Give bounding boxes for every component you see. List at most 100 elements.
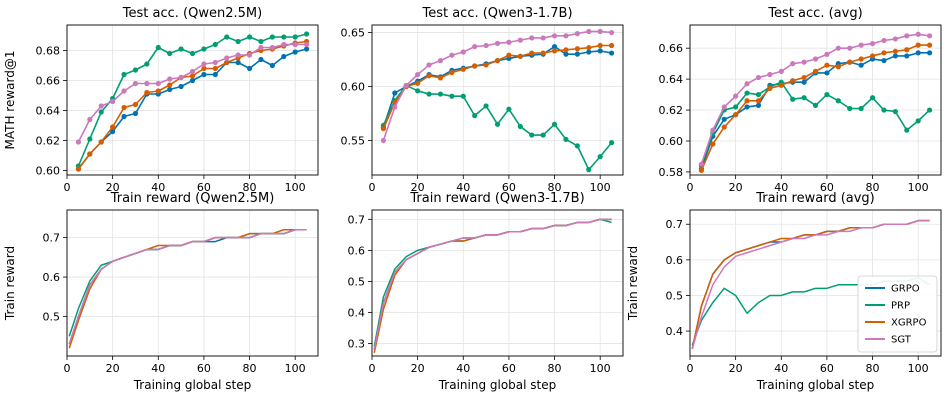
data-point-xgrpo <box>847 59 853 65</box>
data-point-sgt <box>574 31 580 37</box>
data-point-grpo <box>586 49 592 55</box>
data-point-sgt <box>597 28 603 35</box>
data-point-grpo <box>110 128 116 135</box>
x-tick-label: 100 <box>590 181 611 194</box>
data-point-prp <box>281 34 287 40</box>
data-point-xgrpo <box>167 82 173 88</box>
data-point-prp <box>121 71 127 78</box>
data-point-xgrpo <box>892 48 898 54</box>
data-point-sgt <box>87 116 93 123</box>
data-point-xgrpo <box>121 104 127 111</box>
data-point-sgt <box>258 44 264 51</box>
y-tick-label: 0.7 <box>666 218 684 231</box>
data-point-prp <box>517 123 523 130</box>
data-point-xgrpo <box>212 65 218 72</box>
chart-panel-6: 0 20 40 60 80 100 0.4 0.5 0.6 0.7 Train reward (av… <box>626 191 942 392</box>
data-point-sgt <box>144 80 150 87</box>
x-tick-label: 20 <box>106 362 120 375</box>
data-point-sgt <box>767 71 773 78</box>
data-point-grpo <box>303 46 310 52</box>
x-tick-label: 100 <box>590 362 611 375</box>
data-point-prp <box>224 34 230 40</box>
data-point-prp <box>483 103 489 109</box>
x-tick-label: 60 <box>502 362 516 375</box>
x-tick-label: 60 <box>197 362 211 375</box>
x-tick-label: 20 <box>729 181 743 194</box>
data-point-sgt <box>744 81 750 87</box>
data-point-sgt <box>415 72 421 78</box>
data-point-xgrpo <box>778 82 784 88</box>
data-point-sgt <box>755 74 762 81</box>
data-point-prp <box>132 67 139 73</box>
data-point-prp <box>87 136 93 142</box>
data-point-prp <box>269 34 275 40</box>
data-point-prp <box>155 44 161 51</box>
axes-frame <box>689 24 942 176</box>
series-line-sgt <box>68 228 307 345</box>
data-point-xgrpo <box>767 85 773 92</box>
data-point-sgt <box>812 56 819 62</box>
data-point-prp <box>212 41 218 48</box>
data-point-sgt <box>246 52 253 58</box>
data-point-xgrpo <box>563 47 569 53</box>
data-point-sgt <box>449 52 455 58</box>
data-point-xgrpo <box>426 73 432 79</box>
data-point-prp <box>144 61 150 67</box>
x-tick-label: 100 <box>908 181 929 194</box>
plot-area <box>67 25 318 175</box>
data-point-sgt <box>167 76 173 82</box>
plot-area <box>690 25 941 175</box>
data-point-grpo <box>212 71 218 78</box>
x-tick-label: 100 <box>285 181 306 194</box>
y-tick-label: 0.6 <box>43 271 61 284</box>
data-point-xgrpo <box>132 101 139 108</box>
data-point-sgt <box>778 68 784 74</box>
data-point-prp <box>98 109 104 115</box>
data-point-xgrpo <box>574 46 580 52</box>
x-tick-label: 100 <box>908 362 929 375</box>
data-point-xgrpo <box>201 65 207 72</box>
data-point-sgt <box>698 161 705 167</box>
data-point-grpo <box>178 83 184 90</box>
data-point-xgrpo <box>380 125 387 132</box>
data-point-prp <box>847 105 853 112</box>
data-point-xgrpo <box>755 98 762 104</box>
data-point-prp <box>540 132 546 138</box>
data-point-xgrpo <box>517 53 523 59</box>
y-tick-label: 0.60 <box>36 165 61 178</box>
data-point-xgrpo <box>449 69 455 76</box>
data-point-grpo <box>132 110 139 117</box>
plot-area <box>372 25 623 175</box>
data-point-prp <box>201 46 207 52</box>
data-point-prp <box>426 91 432 97</box>
data-point-sgt <box>403 82 409 89</box>
x-tick-label: 40 <box>151 181 165 194</box>
data-point-xgrpo <box>472 63 478 69</box>
data-point-grpo <box>281 53 287 60</box>
data-point-grpo <box>904 53 910 59</box>
x-tick-label: 60 <box>502 181 516 194</box>
data-point-sgt <box>75 139 82 145</box>
data-point-sgt <box>529 35 535 41</box>
data-point-sgt <box>472 43 478 50</box>
chart-title: Train reward (avg) <box>755 191 875 206</box>
data-point-sgt <box>586 28 592 35</box>
y-axis-label: MATH reward@1 <box>3 51 17 150</box>
chart-title: Test acc. (avg) <box>767 6 862 21</box>
data-point-sgt <box>869 40 876 47</box>
data-point-sgt <box>380 137 387 144</box>
data-point-grpo <box>858 62 864 68</box>
data-point-sgt <box>303 41 310 48</box>
data-point-xgrpo <box>733 112 739 118</box>
data-point-sgt <box>292 41 298 48</box>
data-point-prp <box>235 38 241 45</box>
data-point-prp <box>835 98 841 104</box>
y-tick-label: 0.64 <box>659 73 684 86</box>
data-point-grpo <box>574 51 580 57</box>
chart-title: Train reward (Qwen3-1.7B) <box>409 191 584 206</box>
series-group <box>75 31 310 172</box>
data-point-prp <box>824 91 830 98</box>
chart-title: Train reward (Qwen2.5M) <box>110 191 275 206</box>
data-point-sgt <box>608 29 615 36</box>
x-tick-label: 0 <box>687 362 694 375</box>
